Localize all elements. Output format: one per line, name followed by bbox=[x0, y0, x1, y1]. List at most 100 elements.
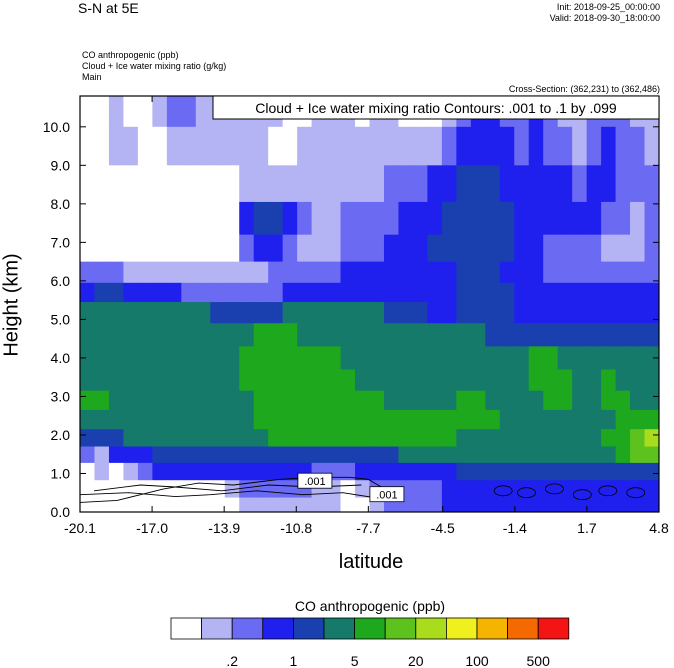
field-cell bbox=[412, 462, 428, 481]
field-cell bbox=[152, 282, 168, 303]
field-cell bbox=[355, 497, 371, 512]
field-cell bbox=[355, 302, 371, 324]
field-cell bbox=[355, 346, 371, 371]
field-cell bbox=[398, 369, 414, 392]
field-cell bbox=[152, 201, 168, 236]
field-cell bbox=[195, 497, 211, 512]
field-cell bbox=[297, 165, 313, 203]
field-cell bbox=[108, 261, 125, 284]
field-cell bbox=[528, 302, 544, 324]
field-cell bbox=[253, 323, 269, 347]
field-cell bbox=[282, 126, 298, 166]
field-cell bbox=[499, 165, 515, 203]
field-cell bbox=[210, 429, 226, 448]
field-cell bbox=[427, 497, 443, 512]
field-cell bbox=[499, 409, 515, 430]
field-cell bbox=[80, 234, 96, 263]
field-cell bbox=[586, 462, 602, 481]
field-cell bbox=[630, 323, 646, 347]
field-cell bbox=[137, 282, 153, 303]
field-cell bbox=[94, 409, 110, 430]
field-cell bbox=[572, 261, 588, 284]
field-cell bbox=[224, 323, 240, 347]
contour-blob bbox=[545, 483, 564, 495]
field-cell bbox=[239, 261, 255, 284]
field-cell bbox=[557, 126, 573, 166]
field-cell bbox=[369, 446, 385, 464]
field-cell bbox=[427, 390, 443, 411]
field-cell bbox=[94, 390, 110, 411]
field-cell bbox=[268, 462, 284, 481]
field-cell bbox=[166, 409, 182, 430]
contour-line bbox=[80, 490, 381, 499]
field-cell bbox=[557, 480, 573, 499]
field-cell bbox=[181, 126, 197, 166]
field-cell bbox=[123, 261, 139, 284]
field-cell bbox=[528, 480, 544, 499]
field-cell bbox=[398, 201, 414, 236]
field-cell bbox=[224, 497, 240, 512]
field-cell bbox=[412, 302, 428, 324]
field-cell bbox=[311, 446, 327, 464]
field-cell bbox=[398, 261, 414, 284]
field-cell bbox=[268, 429, 284, 448]
field-cell bbox=[572, 165, 588, 203]
field-cell bbox=[412, 234, 428, 263]
field-cell bbox=[441, 165, 457, 203]
field-cell bbox=[152, 96, 168, 128]
field-cell bbox=[543, 429, 559, 448]
field-cell bbox=[427, 409, 443, 430]
field-cell bbox=[326, 369, 342, 392]
field-cell bbox=[123, 201, 139, 236]
field-cell bbox=[514, 201, 530, 236]
field-cell bbox=[456, 282, 472, 303]
field-cell bbox=[412, 126, 428, 166]
field-cell bbox=[311, 282, 327, 303]
field-cell bbox=[355, 323, 371, 347]
field-cell bbox=[210, 323, 226, 347]
field-cell bbox=[441, 126, 457, 166]
y-tick-label: 8.0 bbox=[51, 196, 71, 212]
field-cell bbox=[456, 446, 472, 464]
field-cell bbox=[557, 165, 573, 203]
field-cell bbox=[543, 282, 559, 303]
field-cell bbox=[441, 234, 457, 263]
field-cell bbox=[601, 446, 617, 464]
colorbar-swatch bbox=[384, 617, 417, 640]
field-cell bbox=[615, 369, 631, 392]
field-cell bbox=[412, 201, 428, 236]
field-cell bbox=[268, 346, 284, 371]
field-cell bbox=[369, 462, 385, 481]
field-cell bbox=[326, 323, 342, 347]
field-cell bbox=[297, 369, 313, 392]
field-cell bbox=[108, 369, 125, 392]
field-cell bbox=[166, 126, 182, 166]
field-cell bbox=[615, 462, 631, 481]
field-cell bbox=[355, 201, 371, 236]
field-cell bbox=[210, 302, 226, 324]
field-cell bbox=[181, 446, 197, 464]
field-cell bbox=[311, 409, 327, 430]
field-cell bbox=[123, 369, 139, 392]
field-cell bbox=[210, 369, 226, 392]
field-cell bbox=[239, 429, 255, 448]
colorbar-label: 20 bbox=[408, 653, 424, 668]
field-cell bbox=[383, 369, 400, 392]
field-cell bbox=[514, 409, 530, 430]
field-cell bbox=[80, 323, 96, 347]
y-tick-label: 0.0 bbox=[51, 504, 71, 520]
field-cell bbox=[412, 323, 428, 347]
field-cell bbox=[615, 302, 631, 324]
field-cell bbox=[152, 446, 168, 464]
field-cell bbox=[543, 261, 559, 284]
field-cell bbox=[268, 261, 284, 284]
field-cell bbox=[239, 323, 255, 347]
field-cell bbox=[369, 165, 385, 203]
field-cell bbox=[586, 165, 602, 203]
field-cell bbox=[644, 282, 659, 303]
colorbar-swatch bbox=[537, 617, 570, 640]
field-cell bbox=[615, 446, 631, 464]
field-cell bbox=[572, 429, 588, 448]
field-cell bbox=[601, 323, 617, 347]
field-cell bbox=[94, 446, 110, 464]
